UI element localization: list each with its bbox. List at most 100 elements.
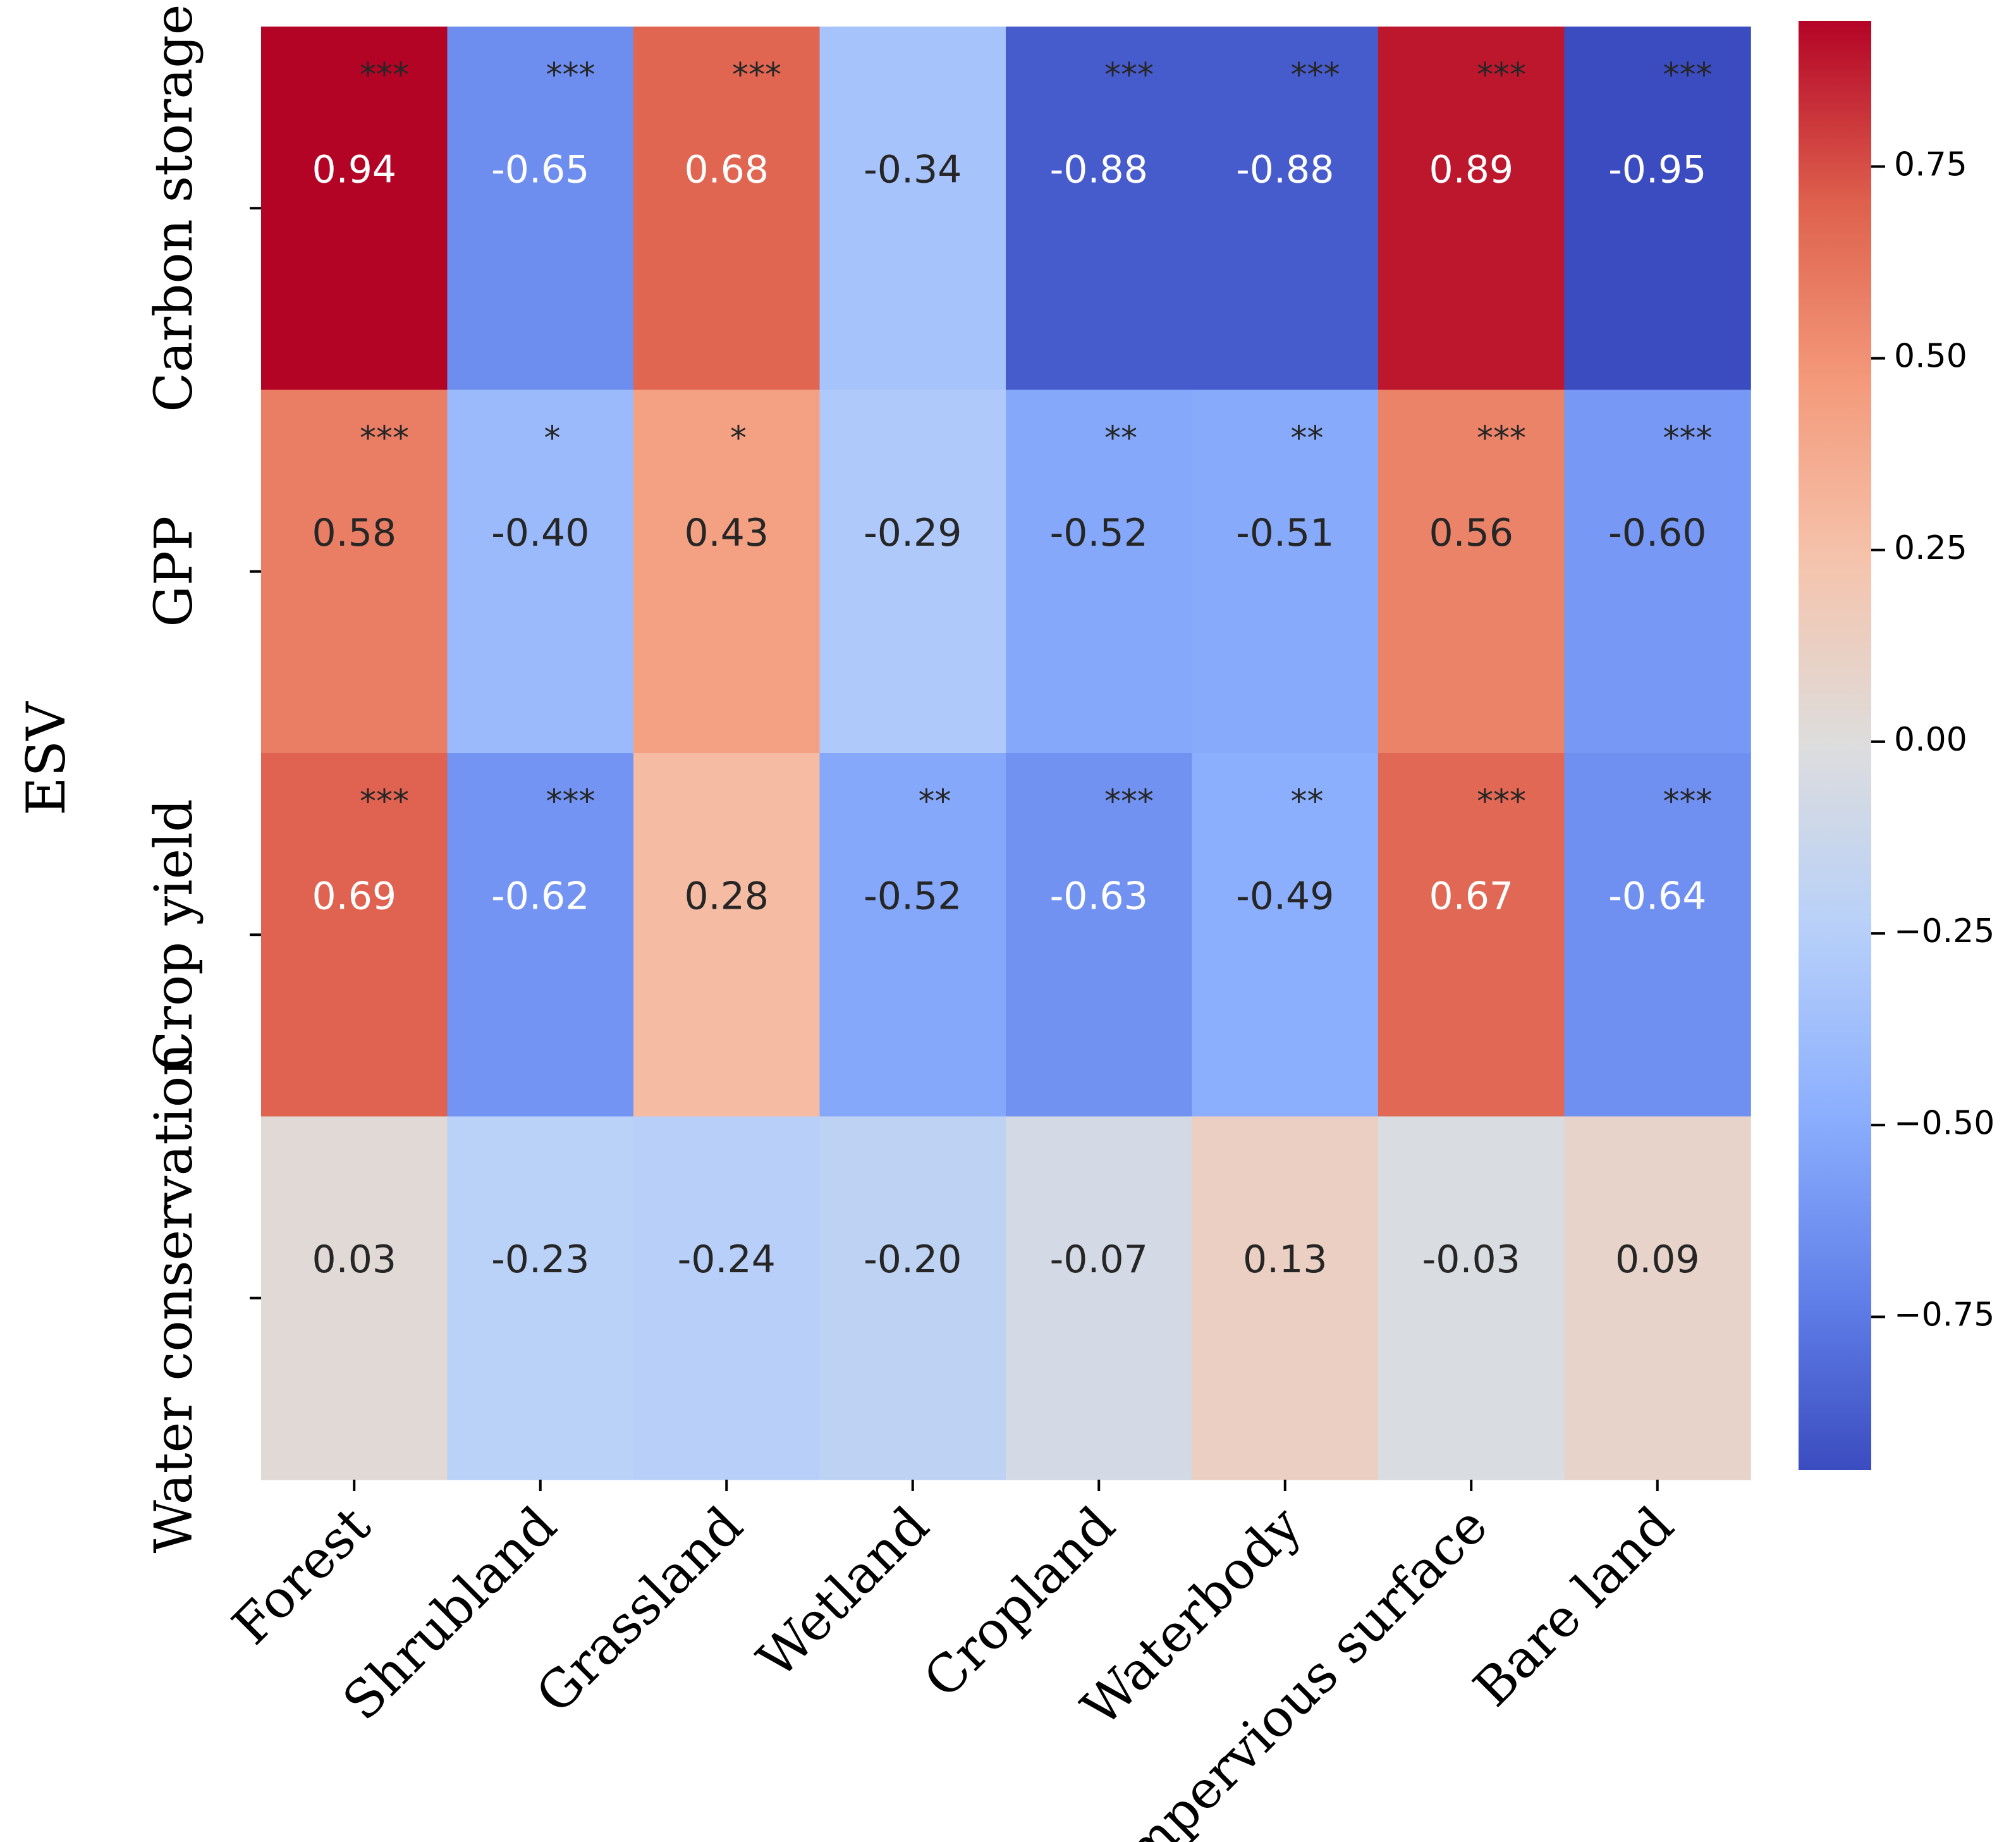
significance-stars: *** [1104, 56, 1154, 94]
cell-value-labels: 0.94 -0.65 0.68 -0.34 -0.88 -0.88 0.89 -0.95 0.5… [312, 148, 1706, 1282]
cell-value: 0.94 [312, 148, 396, 192]
cell-value: -0.62 [491, 875, 589, 919]
cell-value: -0.88 [1050, 148, 1148, 192]
x-tick-label: Wetland [747, 1495, 941, 1690]
colorbar-tick-label: 0.25 [1894, 529, 1967, 567]
significance-stars: *** [360, 783, 409, 821]
y-tick-label: Crop yield [144, 799, 204, 1071]
x-axis: ForestShrublandGrasslandWetlandCroplandW… [221, 1480, 1685, 1842]
significance-stars: *** [546, 783, 596, 821]
cell-crop-yield-shrubland [447, 753, 634, 1117]
cell-value: 0.68 [684, 148, 769, 192]
cell-value: 0.13 [1243, 1237, 1328, 1282]
cell-value: -0.40 [491, 511, 589, 555]
significance-stars: *** [1477, 420, 1526, 458]
significance-stars: ** [919, 783, 951, 821]
cell-gpp-impervious-surface [1378, 390, 1565, 754]
colorbar-tick-label: −0.75 [1894, 1296, 1995, 1334]
significance-stars: *** [1663, 783, 1713, 821]
cell-carbon-storage-waterbody [1192, 27, 1379, 391]
y-tick-label: Carbon storage [144, 4, 204, 412]
y-tick-label: GPP [144, 516, 204, 627]
cell-carbon-storage-grassland [633, 27, 821, 391]
colorbar-ticks: 0.75 0.50 0.25 0.00 −0.25 −0.50 −0.75 [1871, 145, 1995, 1334]
significance-stars: *** [546, 56, 596, 94]
colorbar-tick-label: 0.75 [1894, 145, 1967, 183]
cell-value: 0.28 [684, 875, 769, 919]
cell-carbon-storage-bare-land [1564, 27, 1751, 391]
cell-value: -0.52 [1050, 511, 1148, 555]
cell-water-conservation-impervious-surface [1378, 1116, 1565, 1480]
significance-stars: ** [1291, 420, 1324, 458]
cell-water-conservation-grassland [633, 1116, 821, 1480]
cell-value: -0.03 [1422, 1237, 1520, 1282]
cell-value: -0.34 [864, 148, 962, 192]
cell-value: -0.23 [491, 1237, 589, 1282]
cell-water-conservation-forest [261, 1116, 448, 1480]
cell-value: 0.67 [1429, 875, 1513, 919]
cell-crop-yield-waterbody [1192, 753, 1379, 1117]
cell-value: 0.03 [312, 1237, 396, 1282]
y-tick-label: Water conservation [144, 1043, 204, 1553]
significance-stars: * [730, 420, 747, 458]
cell-crop-yield-wetland [819, 753, 1006, 1117]
cell-gpp-forest [261, 390, 448, 754]
cell-value: -0.60 [1608, 511, 1706, 555]
heatmap-cells [261, 27, 1751, 1480]
cell-value: -0.51 [1236, 511, 1334, 555]
cell-gpp-shrubland [447, 390, 634, 754]
cell-value: -0.29 [864, 511, 962, 555]
significance-stars: *** [732, 56, 781, 94]
significance-stars: * [544, 420, 561, 458]
cell-crop-yield-forest [261, 753, 448, 1117]
significance-stars: *** [1104, 783, 1154, 821]
cell-carbon-storage-cropland [1006, 27, 1193, 391]
significance-stars: ** [1104, 420, 1137, 458]
cell-value: -0.64 [1608, 875, 1706, 919]
significance-stars: *** [360, 56, 409, 94]
cell-value: 0.43 [684, 511, 769, 555]
colorbar-tick-label: −0.50 [1894, 1104, 1995, 1142]
x-tick-label: Forest [221, 1495, 382, 1656]
significance-stars: *** [1477, 783, 1526, 821]
cell-value: -0.63 [1050, 875, 1148, 919]
cell-value: 0.56 [1429, 511, 1513, 555]
significance-stars: *** [360, 420, 409, 458]
significance-stars: ** [1291, 783, 1324, 821]
colorbar-tick-label: 0.50 [1894, 338, 1967, 376]
cell-carbon-storage-shrubland [447, 27, 634, 391]
significance-stars: *** [1663, 56, 1713, 94]
significance-labels: *** *** *** *** *** *** ****** * * ** ** *** ****** *… [360, 56, 1713, 821]
cell-value: 0.58 [312, 511, 396, 555]
cell-carbon-storage-impervious-surface [1378, 27, 1565, 391]
cell-carbon-storage-wetland [819, 27, 1006, 391]
cell-water-conservation-bare-land [1564, 1116, 1751, 1480]
cell-value: -0.65 [491, 148, 589, 192]
colorbar-tick-label: 0.00 [1894, 721, 1967, 759]
cell-value: -0.24 [678, 1237, 776, 1282]
cell-value: -0.49 [1236, 875, 1334, 919]
cell-crop-yield-bare-land [1564, 753, 1751, 1117]
colorbar: 0.75 0.50 0.25 0.00 −0.25 −0.50 −0.75 [1799, 21, 1995, 1470]
cell-gpp-waterbody [1192, 390, 1379, 754]
cell-water-conservation-cropland [1006, 1116, 1193, 1480]
colorbar-gradient [1799, 21, 1871, 1470]
x-tick-label: Bare land [1462, 1495, 1685, 1718]
cell-value: -0.07 [1050, 1237, 1148, 1282]
cell-water-conservation-waterbody [1192, 1116, 1379, 1480]
cell-gpp-bare-land [1564, 390, 1751, 754]
cell-value: -0.95 [1608, 148, 1706, 192]
cell-water-conservation-shrubland [447, 1116, 634, 1480]
colorbar-tick-label: −0.25 [1894, 912, 1995, 950]
cell-value: -0.52 [864, 875, 962, 919]
y-axis-title: ESV [15, 701, 77, 816]
cell-gpp-cropland [1006, 390, 1193, 754]
cell-crop-yield-impervious-surface [1378, 753, 1565, 1117]
cell-gpp-grassland [633, 390, 821, 754]
cell-crop-yield-grassland [633, 753, 821, 1117]
cell-water-conservation-wetland [819, 1116, 1006, 1480]
cell-value: 0.89 [1429, 148, 1513, 192]
cell-value: 0.09 [1615, 1237, 1700, 1282]
